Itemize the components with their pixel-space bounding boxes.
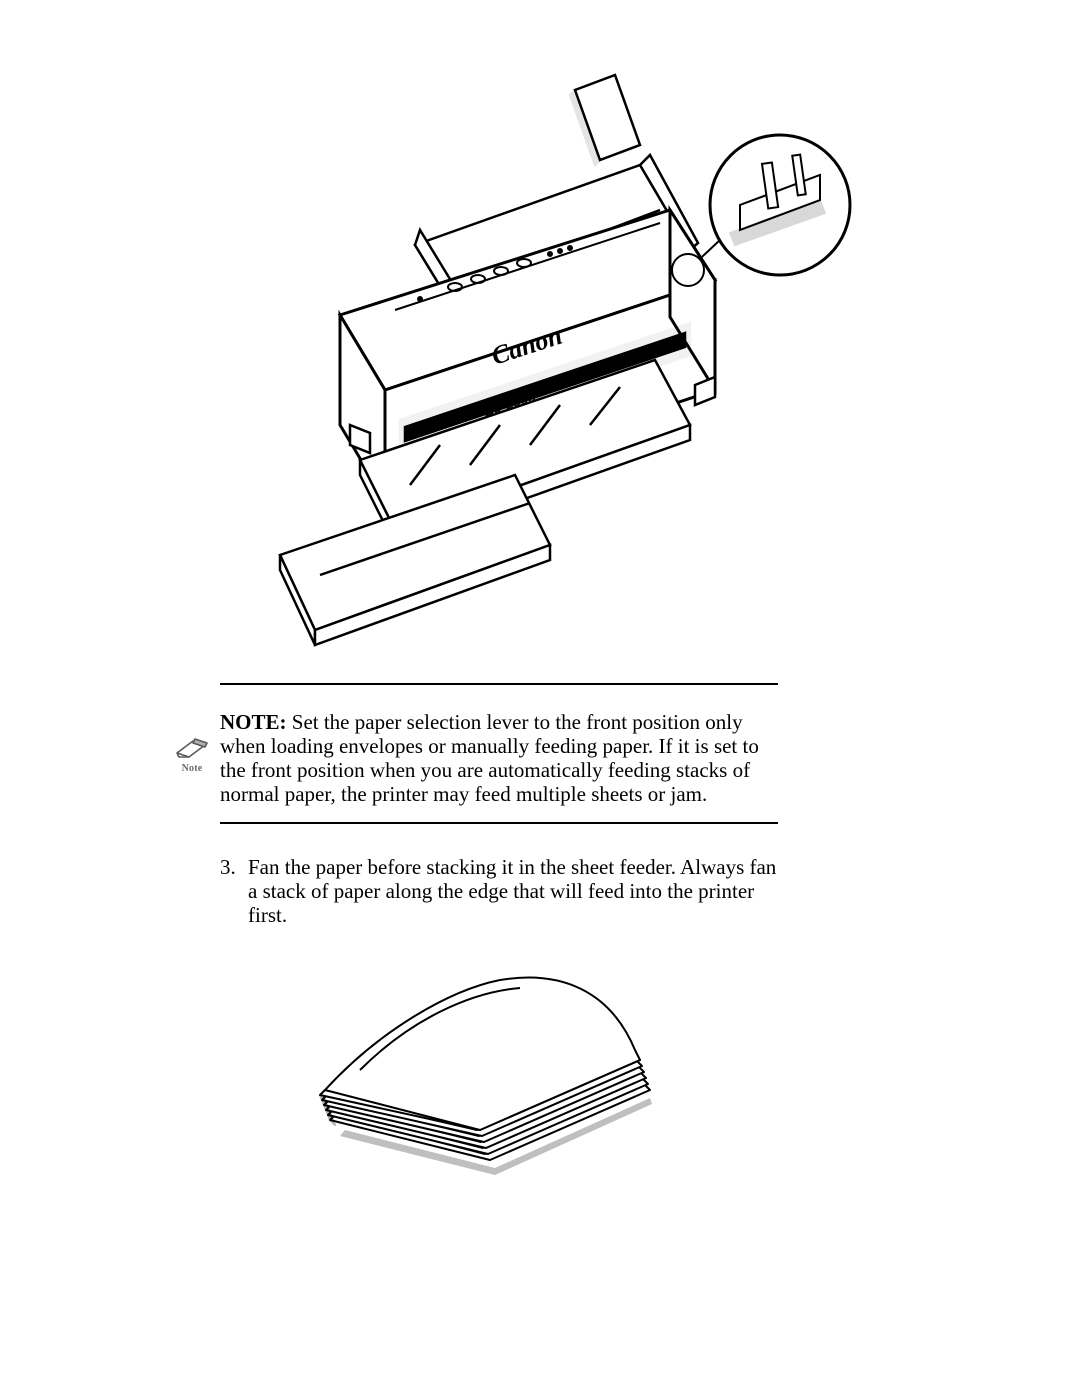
- step-number: 3.: [220, 855, 236, 879]
- fanned-paper-illustration: [300, 920, 680, 1180]
- step-3: 3. Fan the paper before stacking it in t…: [220, 855, 780, 927]
- note-text: NOTE: Set the paper selection lever to t…: [220, 710, 770, 807]
- note-label: NOTE:: [220, 710, 287, 734]
- note-body: Set the paper selection lever to the fro…: [220, 710, 759, 806]
- divider-bottom: [220, 822, 778, 824]
- divider-top: [220, 683, 778, 685]
- manual-page: Canon BJ-200e BUBBLE JET PRINTER: [0, 0, 1080, 1397]
- printer-illustration: Canon BJ-200e BUBBLE JET PRINTER: [220, 55, 860, 655]
- paper-svg: [300, 920, 680, 1180]
- note-icon-block: Note: [172, 735, 212, 774]
- note-pencil-icon: [175, 735, 209, 761]
- printer-svg: Canon BJ-200e BUBBLE JET PRINTER: [220, 55, 860, 655]
- step-body: Fan the paper before stacking it in the …: [248, 855, 780, 927]
- note-icon-caption: Note: [172, 763, 212, 774]
